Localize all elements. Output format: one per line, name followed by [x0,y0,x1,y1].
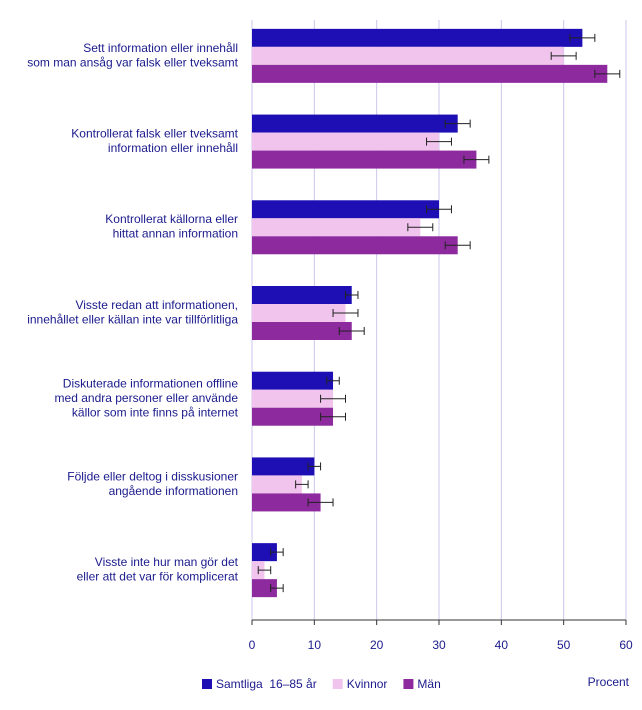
bar [252,457,315,476]
category-label: Kontrollerat falsk eller tveksamt [71,126,238,140]
error-bar [307,462,322,471]
bar [252,64,608,83]
error-bar [426,205,452,214]
bar [252,286,352,304]
bar [252,114,458,133]
category-label: Följde eller deltog i disskusioner [67,469,238,483]
bar [252,322,352,340]
category-label: eller att det var för komplicerat [77,570,239,584]
bar [252,132,439,151]
error-bar [295,480,309,489]
legend-swatch [332,679,343,689]
error-bar [594,69,621,78]
bar [252,218,421,237]
legend-swatch [403,679,414,689]
category-label: Sett information eller innehåll [83,41,238,55]
error-bar [444,119,471,128]
bar [252,28,583,47]
error-bar [463,155,490,164]
error-bar [320,412,346,421]
error-bar [338,327,365,335]
category-label: information eller innehåll [108,141,238,155]
error-bar [326,376,340,385]
error-bar [307,498,334,507]
bar [252,200,439,219]
category-label: som man ansåg var falsk eller tveksamt [27,55,238,69]
error-bar [332,309,359,317]
error-bar [426,137,452,146]
error-bar [320,394,346,403]
category-label: Kontrollerat källorna eller [105,212,238,226]
bar [252,150,477,169]
error-bar [345,291,359,299]
x-tick-label: 40 [495,638,509,652]
bar [252,543,277,562]
bar [252,371,334,390]
legend-label: Män [417,677,440,691]
error-bar [257,566,272,575]
x-axis-label: Procent [588,675,630,689]
legend-label: Kvinnor [347,677,388,691]
category-label: Diskuterade informationen offline [63,376,239,390]
x-tick-label: 60 [619,638,633,652]
category-label: innehållet eller källan inte var tillför… [27,312,238,326]
category-label: Visste redan att informationen, [75,298,238,312]
error-bar [569,33,596,42]
x-tick-label: 10 [308,638,322,652]
x-tick-label: 0 [249,638,256,652]
x-tick-label: 30 [432,638,446,652]
category-label: källor som inte finns på internet [72,405,239,419]
error-bar [407,223,434,232]
error-bar [550,51,577,60]
error-bar [270,584,284,593]
bar [252,389,334,408]
error-bar [444,241,471,250]
legend-swatch [202,679,212,689]
bar [252,304,346,322]
category-label: hittat annan information [113,227,238,241]
legend-label: Samtliga 16–85 år [216,677,317,691]
category-label: Visste inte hur man gör det [95,555,239,569]
bar [252,407,334,426]
error-bar [270,548,284,557]
bar [252,579,277,598]
x-tick-label: 20 [370,638,384,652]
bar [252,46,564,65]
x-tick-label: 50 [557,638,571,652]
category-label: angående informationen [109,484,238,498]
bar [252,493,321,512]
bar [252,475,302,494]
category-label: med andra personer eller använde [55,391,239,405]
bar [252,236,458,255]
